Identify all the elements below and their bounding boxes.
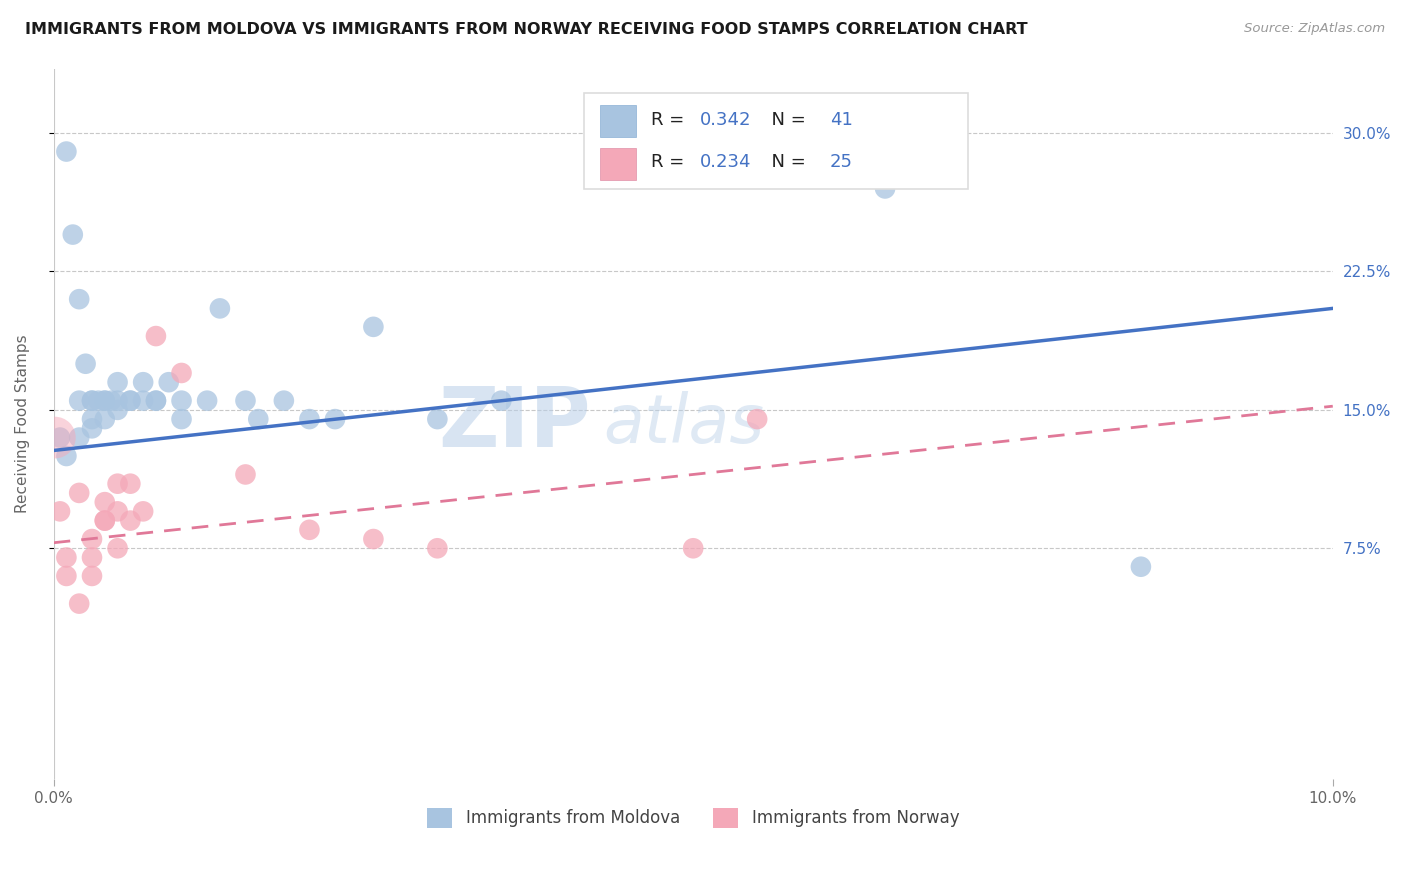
Text: R =: R = xyxy=(651,112,690,129)
Point xyxy=(62,227,84,242)
Point xyxy=(298,523,321,537)
Point xyxy=(120,476,142,491)
Text: N =: N = xyxy=(759,112,811,129)
Point xyxy=(67,431,90,445)
Point xyxy=(100,393,122,408)
Point xyxy=(235,393,257,408)
Point xyxy=(67,597,90,611)
Point xyxy=(80,569,103,583)
Point xyxy=(75,357,97,371)
Text: Source: ZipAtlas.com: Source: ZipAtlas.com xyxy=(1244,22,1385,36)
Point xyxy=(55,569,77,583)
Point xyxy=(94,393,117,408)
Point xyxy=(747,412,769,426)
Point xyxy=(80,412,103,426)
Point xyxy=(363,319,385,334)
Point xyxy=(107,504,129,518)
Point xyxy=(195,393,218,408)
Y-axis label: Receiving Food Stamps: Receiving Food Stamps xyxy=(15,334,30,513)
Point xyxy=(157,375,180,389)
Point xyxy=(145,393,167,408)
Point xyxy=(87,393,110,408)
Point xyxy=(94,514,117,528)
Point xyxy=(67,393,90,408)
Point xyxy=(67,486,90,500)
FancyBboxPatch shape xyxy=(585,94,969,189)
Text: 0.234: 0.234 xyxy=(700,153,751,171)
Point xyxy=(170,412,193,426)
Point xyxy=(682,541,704,556)
Point xyxy=(107,403,129,417)
Point xyxy=(170,393,193,408)
Point xyxy=(426,541,449,556)
Text: atlas: atlas xyxy=(603,391,765,457)
Text: 0.342: 0.342 xyxy=(700,112,751,129)
Point xyxy=(94,514,117,528)
Point xyxy=(107,541,129,556)
Point xyxy=(145,393,167,408)
Point xyxy=(80,421,103,435)
Point xyxy=(235,467,257,482)
Point xyxy=(145,329,167,343)
Point xyxy=(55,145,77,159)
Point xyxy=(170,366,193,380)
Point xyxy=(80,532,103,546)
Point xyxy=(132,393,155,408)
Point xyxy=(873,181,896,195)
Bar xyxy=(600,148,636,179)
Bar xyxy=(600,104,636,136)
Point xyxy=(107,393,129,408)
Point xyxy=(120,514,142,528)
Point xyxy=(107,476,129,491)
Point xyxy=(247,412,270,426)
Point xyxy=(67,292,90,306)
Point xyxy=(491,393,513,408)
Point xyxy=(94,393,117,408)
Text: N =: N = xyxy=(759,153,811,171)
Point xyxy=(55,550,77,565)
Point xyxy=(1129,559,1152,574)
Point xyxy=(55,449,77,463)
Point xyxy=(363,532,385,546)
Point xyxy=(94,412,117,426)
Point xyxy=(80,393,103,408)
Legend: Immigrants from Moldova, Immigrants from Norway: Immigrants from Moldova, Immigrants from… xyxy=(420,801,966,835)
Text: 25: 25 xyxy=(830,153,853,171)
Point xyxy=(208,301,231,316)
Point xyxy=(323,412,346,426)
Point xyxy=(132,504,155,518)
Text: IMMIGRANTS FROM MOLDOVA VS IMMIGRANTS FROM NORWAY RECEIVING FOOD STAMPS CORRELAT: IMMIGRANTS FROM MOLDOVA VS IMMIGRANTS FR… xyxy=(25,22,1028,37)
Point xyxy=(120,393,142,408)
Point xyxy=(80,393,103,408)
Point xyxy=(107,375,129,389)
Point xyxy=(44,431,66,445)
Point xyxy=(120,393,142,408)
Point xyxy=(132,375,155,389)
Point xyxy=(426,412,449,426)
Text: R =: R = xyxy=(651,153,690,171)
Text: ZIP: ZIP xyxy=(439,384,591,464)
Point xyxy=(273,393,295,408)
Point xyxy=(298,412,321,426)
Point xyxy=(94,495,117,509)
Point xyxy=(49,504,72,518)
Point xyxy=(49,431,72,445)
Point xyxy=(80,550,103,565)
Text: 41: 41 xyxy=(830,112,853,129)
